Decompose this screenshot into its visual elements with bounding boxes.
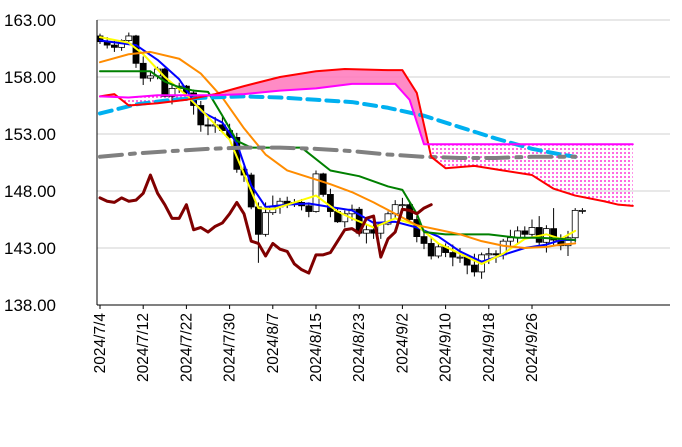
series-line [98,94,578,159]
y-axis-ticks: 138.00 143.00 148.00 153.00 158.00 163.00 [4,11,56,315]
candle-body [456,256,464,259]
candle-body [111,44,118,48]
x-tick-label: 2024/9/2 [394,313,411,373]
candle-body [262,212,270,235]
candle-body [283,200,291,204]
candle-body [312,173,320,212]
y-tick-label: 148.00 [4,182,56,201]
candle-body [579,209,586,212]
candle-body [384,213,392,225]
series-line [98,145,578,160]
y-tick-label: 153.00 [4,125,56,144]
cloud-fills [103,69,633,206]
x-axis-ticks: 2024/7/4 2024/7/12 2024/7/22 2024/7/30 2024/… [92,305,541,382]
plot-frame [96,20,670,306]
candle-body [521,230,529,235]
y-tick-label: 158.00 [4,68,56,87]
x-tick-label: 2024/7/22 [178,313,195,382]
series-line [99,50,577,249]
candle-body [96,35,104,43]
candle-body [427,243,435,257]
candle-body [398,204,406,207]
series-line [99,68,634,207]
cloud-bear-fill [119,95,633,206]
candle-body [204,124,212,127]
y-tick-label: 143.00 [4,239,56,258]
candle-body [470,264,478,273]
candle-body [420,236,428,244]
x-tick-label: 2024/7/30 [222,313,239,382]
candle-body [362,229,370,234]
candle-body [197,105,205,126]
y-tick-label: 138.00 [4,296,56,315]
candle-body [254,206,262,235]
series-line [99,82,634,146]
cloud-bull-fill [103,69,428,145]
series-line [99,70,577,242]
candle-body [564,237,572,247]
x-tick-label: 2024/9/18 [481,313,498,382]
series-line [98,173,433,275]
x-tick-label: 2024/9/10 [438,313,455,382]
x-tick-label: 2024/9/26 [524,313,541,382]
candle-body [319,173,327,195]
x-tick-label: 2024/8/15 [308,313,325,382]
x-tick-label: 2024/8/7 [265,313,282,373]
candle-body [449,252,457,258]
y-tick-label: 163.00 [4,11,56,30]
candle-body [305,205,313,212]
candle-body [550,228,557,241]
candle-body [571,209,579,239]
x-tick-label: 2024/7/4 [92,313,109,374]
candle-body [434,246,442,257]
candle-body [125,35,133,41]
candle-body [492,253,500,256]
x-tick-label: 2024/7/12 [135,313,152,382]
x-tick-label: 2024/8/23 [351,313,368,382]
candle-body [168,88,176,97]
candle-body [341,213,349,223]
candle-body [146,75,154,79]
indicator-lines [98,36,634,275]
candle-body [506,237,514,242]
candle-body [528,227,536,235]
candle-body [485,253,493,256]
